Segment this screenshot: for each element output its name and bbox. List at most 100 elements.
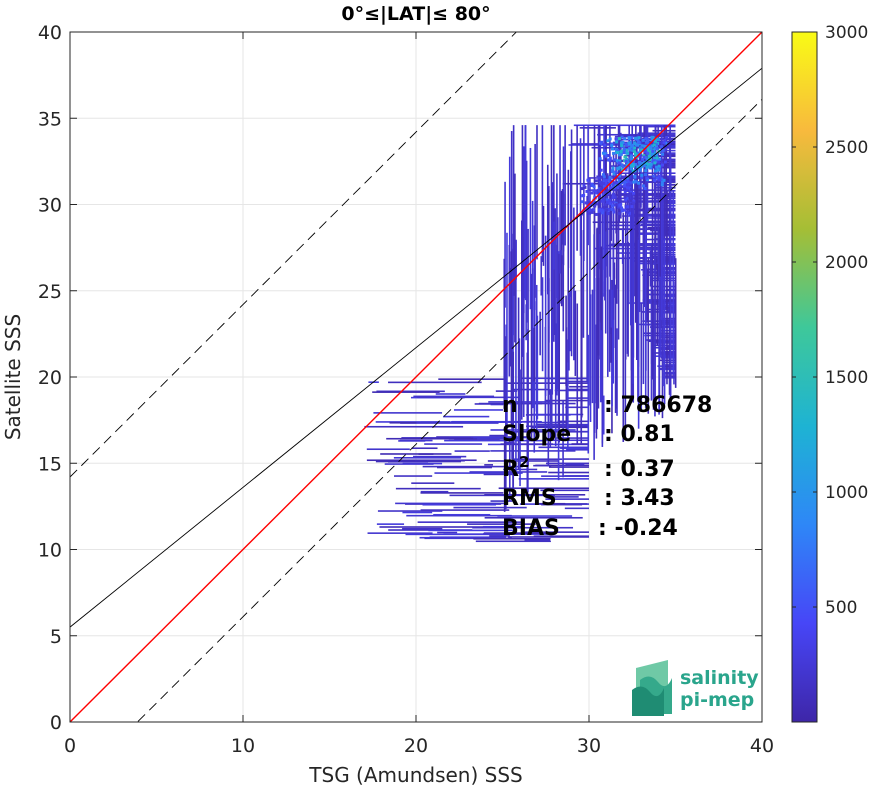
density-cell [597, 208, 601, 212]
density-cell [656, 183, 660, 187]
density-cell [632, 200, 636, 204]
density-cell [626, 162, 630, 166]
density-cell [654, 143, 658, 147]
density-streak [449, 494, 555, 497]
density-cell [643, 150, 647, 154]
density-streak [377, 510, 443, 512]
density-cell [580, 200, 584, 204]
density-cell [648, 158, 652, 162]
density-streak [660, 356, 676, 359]
density-streak [644, 227, 647, 408]
density-streak [642, 191, 645, 269]
density-streak [406, 514, 512, 517]
density-cell [597, 210, 601, 214]
density-cell [613, 184, 617, 188]
density-streak [538, 502, 566, 505]
density-cell [637, 136, 641, 140]
density-streak [655, 341, 676, 344]
density-cell [620, 135, 624, 139]
density-cell [613, 181, 617, 185]
density-streak [524, 539, 551, 541]
density-cell [616, 166, 620, 170]
wave-logo-icon [632, 660, 672, 716]
density-cell [604, 181, 608, 185]
density-streak [613, 262, 616, 298]
density-cell [644, 169, 648, 173]
density-streak [414, 459, 465, 462]
density-cell [620, 163, 624, 167]
density-streak [388, 381, 482, 384]
density-cell [643, 160, 647, 164]
density-cell [624, 204, 628, 208]
density-streak [636, 145, 638, 361]
density-cell [618, 174, 622, 178]
x-tick-label: 40 [750, 735, 774, 757]
stat-label: Slope [502, 422, 571, 447]
stat-label: n [502, 393, 518, 418]
density-cell [611, 196, 615, 200]
density-streak [652, 304, 655, 410]
density-cell [640, 173, 644, 177]
density-streak [420, 509, 510, 511]
density-streak [627, 249, 630, 305]
density-cell [630, 187, 634, 191]
density-streak [508, 440, 511, 501]
density-streak [571, 443, 589, 445]
density-streak [627, 143, 676, 146]
density-cell [582, 193, 586, 197]
density-cell [620, 144, 624, 148]
stat-value: : 786678 [604, 393, 712, 418]
density-streak [640, 302, 643, 412]
density-streak [443, 415, 490, 418]
y-tick-label: 10 [38, 540, 62, 562]
density-streak [483, 473, 518, 476]
density-cell [638, 168, 642, 172]
density-cell [606, 154, 610, 158]
density-streak [601, 293, 604, 447]
density-streak [400, 422, 499, 424]
density-streak [504, 426, 506, 491]
density-streak [608, 289, 611, 372]
density-streak [434, 472, 523, 474]
density-streak [453, 409, 504, 411]
density-cell [583, 185, 587, 189]
density-streak [597, 277, 600, 356]
density-cell [646, 162, 650, 166]
density-cell [633, 175, 637, 179]
density-streak [474, 403, 508, 405]
density-streak [533, 225, 536, 412]
density-cell [658, 178, 662, 182]
density-streak [417, 521, 523, 523]
density-cell [662, 141, 666, 145]
colorbar-tick-label: 1500 [825, 368, 868, 388]
density-cell [642, 155, 646, 159]
density-streak [644, 125, 647, 249]
density-streak [544, 235, 547, 396]
density-streak [521, 125, 524, 268]
density-streak [621, 229, 624, 264]
density-cell [605, 198, 609, 202]
density-cell [605, 208, 609, 212]
density-cell [602, 182, 606, 186]
density-streak [617, 125, 620, 340]
density-streak [508, 536, 589, 538]
density-cell [608, 175, 612, 179]
density-streak [651, 140, 654, 380]
density-cell [598, 157, 602, 161]
density-streak [567, 339, 569, 447]
density-cell [608, 158, 612, 162]
density-cell [618, 203, 622, 207]
density-cell [633, 146, 637, 150]
density-cell [608, 156, 612, 160]
density-cell [585, 206, 589, 210]
density-streak [444, 439, 543, 442]
density-cell [587, 205, 591, 209]
density-cell [615, 140, 619, 144]
density-streak [553, 221, 555, 270]
density-streak [650, 249, 653, 401]
density-streak [661, 329, 676, 332]
density-streak [424, 537, 512, 540]
density-cell [599, 187, 603, 191]
density-cell [626, 205, 630, 209]
density-cell [614, 170, 618, 174]
